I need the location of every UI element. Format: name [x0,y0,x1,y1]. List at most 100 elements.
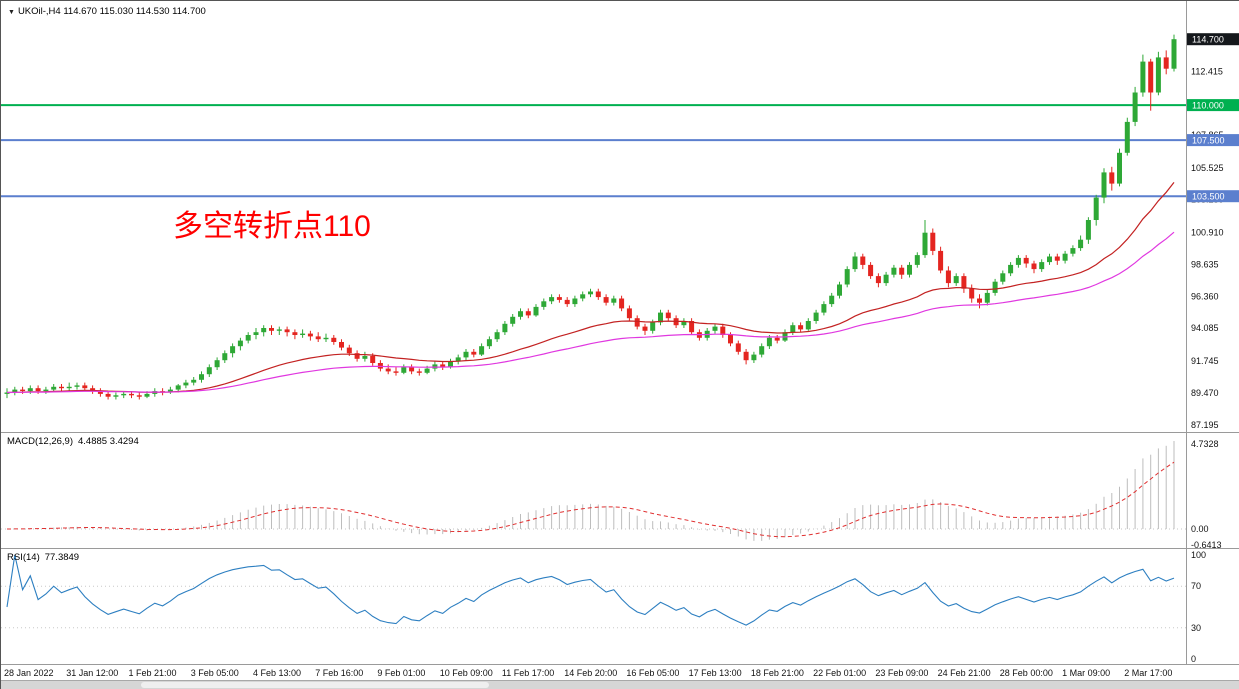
candle-body [720,326,726,335]
candle-body [300,333,306,335]
price-axis[interactable]: 112.415110.140107.865105.525103.250100.9… [1191,66,1224,430]
scrollbar-thumb[interactable] [141,682,489,688]
candle-body [136,395,142,397]
candle-body [642,326,648,331]
candle-body [183,382,189,386]
price-tick-label: 96.360 [1191,291,1219,301]
candle-body [658,312,663,323]
chart-title-text: UKOil-,H4 114.670 115.030 114.530 114.70… [17,6,206,17]
candle-body [471,351,477,355]
time-axis-label: 24 Feb 21:00 [938,668,991,678]
candle-body [541,301,547,307]
rsi-axis-label: 30 [1191,623,1201,633]
candle-body [977,298,982,303]
time-axis-label: 28 Feb 00:00 [1000,668,1053,678]
candle-body [432,364,438,369]
time-axis-label: 28 Jan 2022 [4,668,54,678]
candle-body [362,356,368,359]
candle-body [821,304,827,313]
candle-body [222,353,228,361]
candle-body [510,316,516,324]
candle-body [269,328,274,331]
candle-body [74,385,80,387]
candle-body [883,274,889,284]
candle-body [665,312,671,319]
candle-body [51,386,57,390]
candle-body [354,353,360,359]
candle-body [90,388,96,392]
annotation-text: 多空转折点110 [173,210,371,243]
candle-body [961,276,967,289]
candle-body [595,291,601,298]
candle-body [66,386,72,389]
candle-body [245,335,251,341]
candle-body [377,363,383,369]
rsi-axis: 100 70 30 0 [1191,550,1206,664]
symbol-dropdown-icon[interactable]: ▼ [8,9,15,16]
price-tick-label: 105.525 [1191,163,1224,173]
candle-body [992,281,998,293]
candle-body [1117,152,1122,184]
candle-body [416,371,422,373]
candle-body [875,276,881,284]
time-axis-label: 2 Mar 17:00 [1124,668,1172,678]
candle-body [1171,39,1177,69]
candle-body [97,391,103,394]
candle-body [253,332,259,335]
candle-body [1054,256,1060,261]
macd-histogram [14,441,1175,541]
candle-body [479,346,485,355]
candle-body [588,291,593,295]
candle-body [525,311,531,316]
rsi-label-values: 77.3849 [44,552,80,563]
candle-body [307,333,313,337]
candle-body [681,321,687,326]
candle-body [1008,264,1014,274]
time-axis-label: 4 Feb 13:00 [253,668,301,678]
candle-body [860,256,866,265]
candle-body [1039,262,1045,270]
macd-axis-label: 4.7328 [1191,439,1219,449]
rsi-indicator-label: RSI(14) 77.3849 [7,552,79,563]
candle-body [105,393,111,397]
candle-body [448,361,453,368]
candle-body [214,360,220,368]
candle-body [43,389,49,392]
price-tick-label: 91.745 [1191,356,1219,366]
time-axis-label: 1 Mar 09:00 [1062,668,1110,678]
price-badge [1187,134,1239,147]
candle-body [556,297,562,300]
chart-title: ▼ UKOil-,H4 114.670 115.030 114.530 114.7… [8,6,206,17]
price-badge-label: 114.700 [1192,35,1224,45]
candle-body [1093,197,1099,220]
price-tick-label: 89.470 [1191,388,1219,398]
candle-body [409,367,415,372]
candle-body [284,329,290,333]
candle-body [339,342,344,348]
candle-body [805,321,811,330]
candle-body [113,395,119,397]
candle-body [59,386,64,389]
candle-body [1132,92,1138,122]
candle-body [743,351,749,361]
candle-body [1109,172,1115,184]
candle-body [611,298,617,303]
time-axis-label: 23 Feb 09:00 [875,668,928,678]
candle-body [813,312,819,321]
candle-body [712,326,718,331]
price-badge [1187,190,1239,203]
candle-body [144,393,150,397]
price-badge-label: 110.000 [1192,101,1224,111]
candle-body [759,346,765,355]
candle-body [914,255,920,265]
macd-label-values: 4.4885 3.4294 [78,436,139,447]
candle-body [634,318,640,327]
candle-body [315,336,321,340]
candle-body [230,346,236,354]
time-axis-label: 7 Feb 16:00 [315,668,363,678]
time-axis[interactable]: 28 Jan 2022 31 Jan 12:00 1 Feb 21:00 3 Feb … [4,668,1172,678]
candle-body [837,284,842,296]
candle-body [751,354,757,361]
candle-body [385,368,391,372]
